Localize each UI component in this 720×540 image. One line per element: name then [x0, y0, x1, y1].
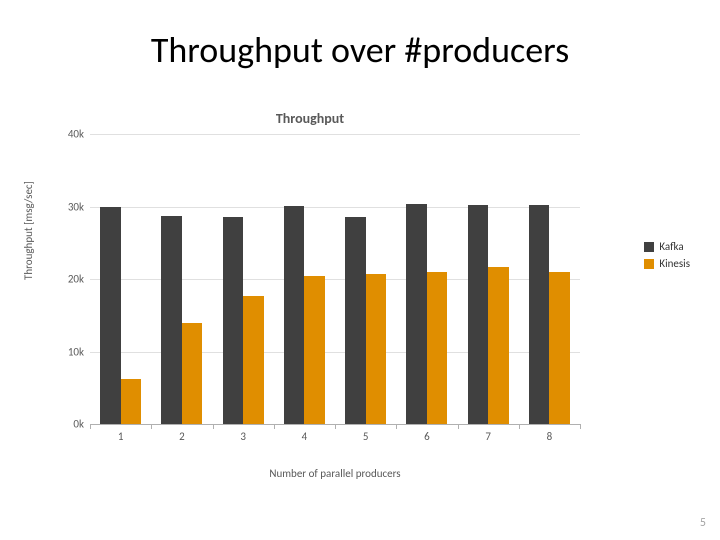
bar-kinesis [549, 272, 570, 424]
x-tick-mark [274, 424, 275, 429]
bar-kafka [468, 205, 489, 424]
bar-kinesis [304, 276, 325, 424]
legend-swatch [644, 259, 654, 269]
bar-kafka [529, 205, 550, 424]
x-tick-mark [213, 424, 214, 429]
x-tick-mark [151, 424, 152, 429]
x-tick-label: 1 [118, 430, 124, 443]
bar-kafka [406, 204, 427, 424]
bar-kinesis [488, 267, 509, 424]
slide: Throughput over #producers Throughput Th… [0, 0, 720, 540]
bar-kinesis [182, 323, 203, 425]
gridline [90, 207, 580, 208]
chart-title: Throughput [30, 110, 590, 127]
x-axis-label: Number of parallel producers [90, 467, 580, 480]
plot-area: 0k10k20k30k40k12345678 [90, 134, 580, 425]
bar-kafka [100, 207, 121, 425]
x-tick-label: 2 [179, 430, 185, 443]
x-tick-label: 5 [363, 430, 369, 443]
x-tick-label: 4 [302, 430, 308, 443]
y-tick-label: 10k [68, 345, 84, 358]
x-tick-mark [580, 424, 581, 429]
y-tick-label: 20k [68, 273, 84, 286]
bar-kafka [223, 217, 244, 424]
bar-kinesis [121, 379, 142, 424]
legend-swatch [644, 242, 654, 252]
page-number: 5 [700, 516, 706, 530]
y-tick-label: 0k [73, 418, 84, 431]
x-tick-mark [458, 424, 459, 429]
x-tick-mark [519, 424, 520, 429]
x-tick-mark [335, 424, 336, 429]
bar-kafka [345, 217, 366, 424]
x-tick-mark [396, 424, 397, 429]
x-tick-label: 6 [424, 430, 430, 443]
gridline [90, 134, 580, 135]
y-axis-label: Throughput [msg/sec] [22, 181, 35, 280]
bar-kinesis [243, 296, 264, 424]
bar-kafka [284, 206, 305, 424]
y-tick-label: 30k [68, 200, 84, 213]
bar-kinesis [366, 274, 387, 424]
x-tick-mark [90, 424, 91, 429]
legend-item: Kinesis [644, 257, 690, 270]
bar-kafka [161, 216, 182, 424]
throughput-chart: Throughput Throughput [msg/sec] 0k10k20k… [30, 110, 690, 480]
legend-item: Kafka [644, 240, 690, 253]
y-tick-label: 40k [68, 128, 84, 141]
slide-title: Throughput over #producers [0, 28, 720, 72]
x-tick-label: 8 [547, 430, 553, 443]
x-tick-label: 7 [485, 430, 491, 443]
bar-kinesis [427, 272, 448, 424]
legend-label: Kafka [659, 240, 683, 253]
legend-label: Kinesis [659, 257, 690, 270]
legend: Kafka Kinesis [644, 240, 690, 274]
x-tick-label: 3 [240, 430, 246, 443]
